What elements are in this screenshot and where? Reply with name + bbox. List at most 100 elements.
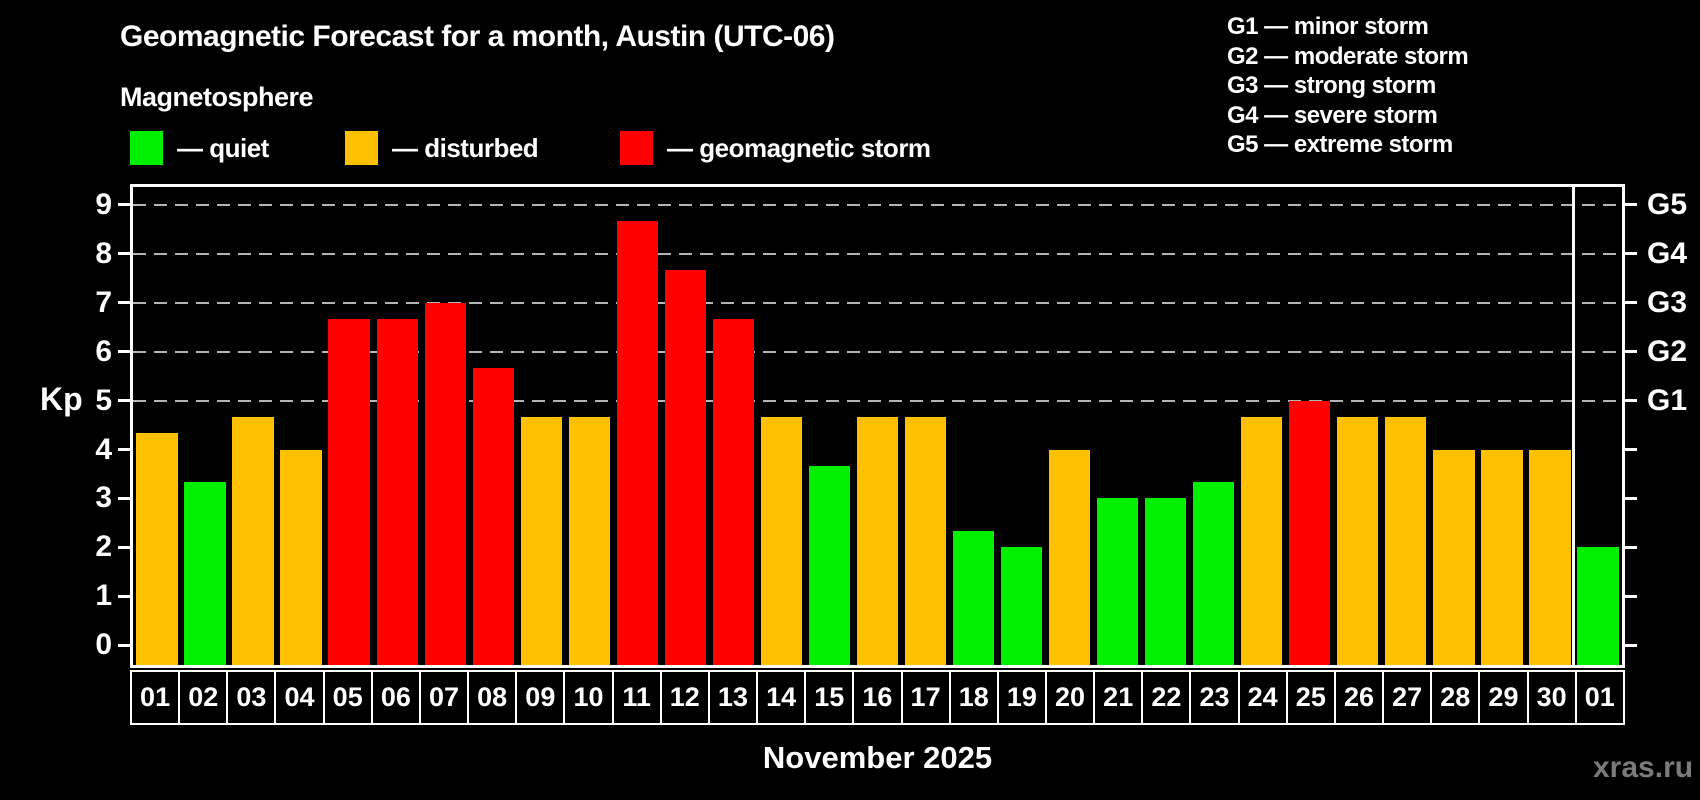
bar-slot-26: [1334, 187, 1382, 665]
month-label: November 2025: [762, 740, 993, 775]
g-axis-tick-0: [1625, 643, 1637, 647]
bar-day-15-kp-3.67: [808, 465, 851, 665]
bar-day-02-kp-3.33: [184, 482, 226, 665]
bar-slot-20: [1046, 187, 1094, 665]
bar-slot-16: [853, 187, 901, 665]
g-tick-label-G1: G1: [1647, 383, 1688, 417]
bar-slot-7: [421, 187, 469, 665]
page-title: Geomagnetic Forecast for a month, Austin…: [120, 20, 835, 53]
day-box-12-12: 12: [659, 670, 710, 725]
bar-slot-10: [565, 187, 613, 665]
day-box-18-18: 18: [948, 670, 999, 725]
bar-slot-24: [1238, 187, 1286, 665]
kp-tick-7: [118, 301, 130, 305]
g-tick-label-G2: G2: [1647, 334, 1688, 368]
kp-tick-6: [118, 350, 130, 354]
bar-day-16-kp-4.67: [856, 416, 899, 665]
kp-tick-label-3: 3: [95, 481, 112, 515]
day-box-25-25: 25: [1285, 670, 1336, 725]
day-box-17-17: 17: [900, 670, 951, 725]
bar-slot-9: [517, 187, 565, 665]
x-axis-day-labels: 01 02 03 04 05 06 07 08 09 10 11 12 13 14 15 16 17 18 19 20…: [130, 670, 1625, 725]
day-box-15-15: 15: [804, 670, 855, 725]
kp-tick-label-8: 8: [95, 236, 112, 270]
bar-slot-4: [277, 187, 325, 665]
bar-slot-22: [1142, 187, 1190, 665]
bar-day-25-kp-5: [1289, 400, 1331, 665]
g-scale-legend: G1 — minor storm G2 — moderate storm G3 — …: [1227, 12, 1469, 160]
bar-day-01-kp-4.33: [136, 433, 178, 665]
kp-tick-1: [118, 594, 130, 598]
bar-slot-30: [1526, 187, 1574, 665]
gridline-kp-9: [133, 203, 1622, 206]
plot-area: [130, 184, 1625, 668]
bar-slot-5: [325, 187, 373, 665]
g-tick-label-G4: G4: [1647, 236, 1688, 270]
bars-layer: [133, 187, 1622, 665]
bar-day-17-kp-4.67: [904, 416, 947, 665]
day-box-4-04: 04: [274, 670, 325, 725]
g-axis-tick-7: [1625, 301, 1637, 305]
day-box-1-01: 01: [130, 670, 181, 725]
day-box-23-23: 23: [1189, 670, 1240, 725]
bar-day-14-kp-4.67: [760, 416, 803, 665]
bar-day-19-kp-2: [1000, 547, 1043, 665]
quiet-legend-label: — quiet: [177, 132, 269, 163]
bar-day-07-kp-7: [424, 302, 466, 665]
bar-slot-8: [469, 187, 517, 665]
kp-axis-title: Kp: [40, 381, 83, 417]
bar-slot-21: [1094, 187, 1142, 665]
kp-tick-label-6: 6: [95, 334, 112, 368]
day-box-2-02: 02: [178, 670, 229, 725]
bar-day-30-kp-4: [1529, 449, 1571, 665]
bar-day-20-kp-4: [1048, 449, 1091, 665]
legend-item-disturbed: — disturbed: [345, 131, 539, 165]
gridline-kp-6: [133, 350, 1622, 353]
bar-slot-14: [757, 187, 805, 665]
kp-tick-4: [118, 448, 130, 451]
bar-day-01-kp-2: [1577, 547, 1619, 665]
bar-slot-12: [661, 187, 709, 665]
kp-tick-label-5: 5: [95, 383, 112, 417]
legend-item-quiet: — quiet: [130, 131, 269, 165]
day-box-11-11: 11: [611, 670, 662, 725]
kp-tick-label-7: 7: [95, 285, 112, 319]
bar-day-23-kp-3.33: [1193, 482, 1235, 665]
g-axis-tick-5: [1625, 399, 1637, 403]
watermark: xras.ru: [1593, 751, 1694, 784]
g-scale-line-G4: G4 — severe storm: [1227, 101, 1438, 129]
bar-day-27-kp-4.67: [1385, 416, 1427, 665]
bar-slot-15: [805, 187, 853, 665]
kp-tick-label-2: 2: [95, 530, 112, 564]
month-separator-line: [1572, 187, 1576, 665]
day-box-28-28: 28: [1430, 670, 1481, 725]
bar-day-24-kp-4.67: [1241, 416, 1283, 665]
separator-layer: [133, 187, 1622, 665]
gridlines-layer: [133, 187, 1622, 665]
g-scale-line-G5: G5 — extreme storm: [1227, 131, 1453, 158]
bar-slot-29: [1478, 187, 1526, 665]
day-box-29-29: 29: [1478, 670, 1529, 725]
day-box-8-08: 08: [467, 670, 518, 725]
bar-slot-2: [181, 187, 229, 665]
g-tick-label-G5: G5: [1647, 187, 1688, 221]
kp-tick-label-4: 4: [95, 432, 112, 466]
day-box-3-03: 03: [226, 670, 277, 725]
g-axis-tick-9: [1625, 203, 1637, 207]
day-box-22-22: 22: [1141, 670, 1192, 725]
kp-tick-3: [118, 496, 130, 500]
g-axis-tick-4: [1625, 448, 1637, 451]
bar-slot-25: [1286, 187, 1334, 665]
bar-day-22-kp-3: [1145, 498, 1187, 665]
bar-slot-23: [1190, 187, 1238, 665]
g-scale-line-G2: G2 — moderate storm: [1227, 42, 1469, 70]
day-box-9-09: 09: [515, 670, 566, 725]
day-box-26-26: 26: [1333, 670, 1385, 725]
bar-day-12-kp-7.67: [664, 269, 706, 665]
gridline-kp-7: [133, 301, 1622, 304]
kp-tick-label-1: 1: [95, 579, 112, 613]
kp-tick-9: [118, 203, 130, 207]
chart-subtitle: Magnetosphere: [120, 82, 314, 112]
disturbed-legend-label: — disturbed: [392, 132, 539, 163]
storm-legend-label: — geomagnetic storm: [667, 132, 931, 163]
